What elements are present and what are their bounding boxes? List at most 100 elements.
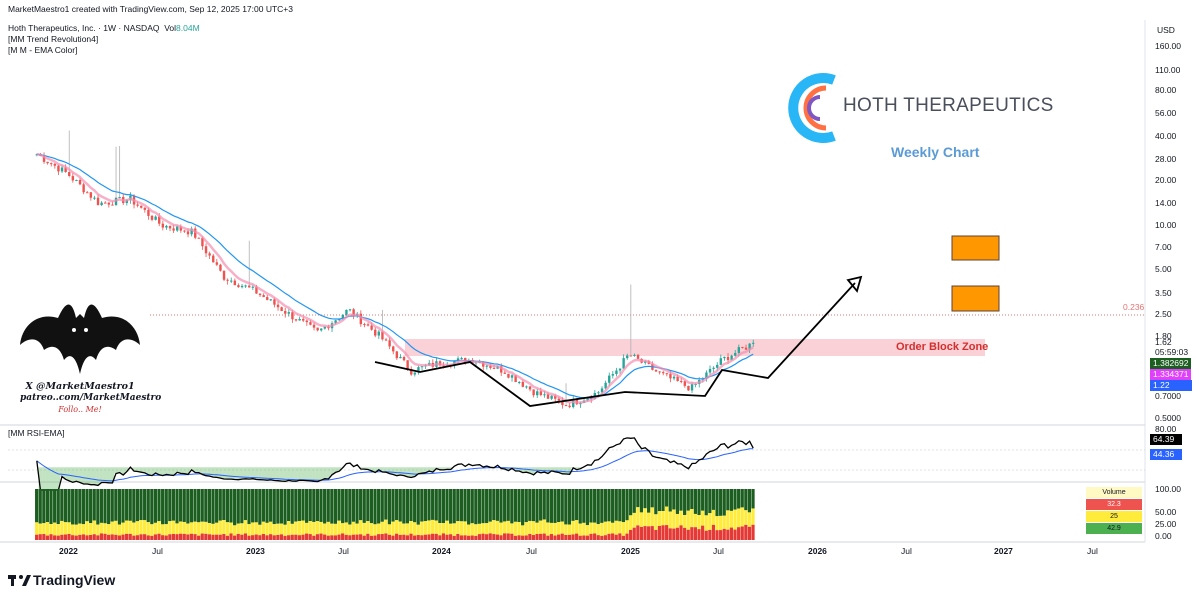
- rsi-oversold-segment: [207, 467, 212, 477]
- candle-body: [676, 376, 679, 382]
- candle-body: [93, 197, 96, 199]
- volume-segment: [301, 520, 305, 535]
- rsi-oversold-segment: [564, 467, 568, 474]
- volume-segment: [621, 535, 626, 540]
- candle-body: [302, 318, 305, 321]
- volume-segment: [121, 534, 125, 540]
- indicator-trend-revolution[interactable]: [MM Trend Revolution4]: [8, 34, 99, 44]
- volume-segment: [510, 489, 514, 524]
- rsi-oversold-segment: [53, 467, 57, 490]
- candle-body: [712, 367, 715, 369]
- candle-body: [86, 192, 89, 194]
- candle-body: [64, 167, 67, 173]
- volume-segment: [571, 520, 575, 535]
- rsi-oversold-segment: [56, 467, 61, 490]
- volume-segment: [272, 489, 276, 525]
- candle-body: [334, 320, 337, 324]
- rsi-oversold-segment: [380, 467, 385, 472]
- volume-segment: [683, 515, 687, 528]
- rsi-oversold-segment: [337, 467, 342, 472]
- candle-body: [525, 386, 528, 388]
- candle-body: [636, 354, 640, 359]
- volume-segment: [463, 535, 467, 540]
- rsi-oversold-segment: [247, 467, 252, 480]
- candle-body: [316, 327, 319, 331]
- candle-body: [266, 297, 269, 300]
- volume-segment: [693, 527, 698, 540]
- credit-follow: Follo.. Me!: [58, 405, 102, 414]
- rsi-oversold-segment: [330, 467, 334, 475]
- volume-table-green: 42.9: [1086, 523, 1142, 534]
- rsi-oversold-segment: [319, 467, 324, 481]
- candle-body: [161, 223, 165, 228]
- volume-segment: [740, 489, 744, 508]
- volume-segment: [38, 489, 42, 524]
- volume-segment: [639, 512, 644, 527]
- volume-segment: [117, 535, 122, 540]
- ema-slow-line: [36, 153, 754, 399]
- volume-segment: [74, 524, 78, 536]
- candle-body: [104, 202, 107, 204]
- volume-segment: [636, 525, 640, 540]
- rsi-oversold-segment: [233, 467, 237, 480]
- candle-body: [550, 395, 553, 399]
- volume-segment: [251, 489, 255, 523]
- volume-segment: [207, 523, 212, 535]
- rsi-title[interactable]: [MM RSI-EMA]: [8, 428, 65, 438]
- volume-segment: [96, 489, 100, 525]
- rsi-oversold-segment: [211, 467, 216, 478]
- volume-segment: [287, 521, 291, 536]
- volume-segment: [679, 510, 683, 526]
- volume-segment: [215, 522, 219, 535]
- rsi-oversold-segment: [74, 467, 79, 482]
- volume-segment: [391, 535, 395, 540]
- volume-segment: [222, 520, 226, 535]
- volume-table-title: Volume: [1086, 487, 1142, 498]
- indicator-ema-color[interactable]: [M M - EMA Color]: [8, 45, 78, 55]
- candle-body: [377, 331, 381, 336]
- price-tick: 20.00: [1155, 175, 1177, 185]
- volume-segment: [449, 489, 453, 524]
- volume-segment: [726, 489, 730, 511]
- volume-segment: [629, 515, 633, 530]
- volume-segment: [186, 489, 190, 524]
- tradingview-brand[interactable]: TradingView: [33, 572, 116, 588]
- rsi-oversold-segment: [445, 467, 450, 470]
- volume-segment: [384, 519, 388, 534]
- volume-segment: [416, 535, 420, 540]
- volume-segment: [207, 534, 212, 540]
- volume-segment: [733, 509, 737, 530]
- price-tick: 2.50: [1155, 309, 1172, 319]
- candle-body: [42, 156, 46, 162]
- volume-segment: [441, 523, 446, 534]
- rsi-oversold-segment: [366, 467, 370, 470]
- volume-segment: [701, 510, 705, 526]
- candle-body: [507, 373, 510, 378]
- rsi-oversold-segment: [265, 467, 270, 481]
- candle-body: [172, 228, 175, 231]
- candle-body: [503, 372, 507, 374]
- order-block-label: Order Block Zone: [896, 341, 989, 353]
- volume-segment: [452, 489, 456, 524]
- volume-segment: [697, 489, 701, 516]
- candle-body: [618, 368, 622, 371]
- rsi-oversold-segment: [150, 467, 154, 476]
- volume-segment: [189, 533, 194, 540]
- volume-segment: [355, 523, 359, 535]
- volume-segment: [333, 535, 338, 540]
- volume-segment: [751, 508, 755, 525]
- volume-segment: [175, 523, 179, 535]
- rsi-oversold-segment: [99, 467, 104, 483]
- rsi-oversold-segment: [107, 467, 111, 483]
- candle-body: [251, 286, 255, 288]
- volume-segment: [182, 489, 186, 522]
- volume-segment: [96, 524, 100, 536]
- rsi-oversold-segment: [215, 467, 219, 478]
- candle-body: [154, 216, 157, 220]
- candle-body: [262, 295, 265, 298]
- volume-segment: [251, 535, 255, 540]
- volume-segment: [265, 489, 269, 523]
- rsi-oversold-segment: [333, 467, 338, 473]
- time-tick: 2027: [994, 546, 1013, 556]
- volume-segment: [200, 521, 204, 534]
